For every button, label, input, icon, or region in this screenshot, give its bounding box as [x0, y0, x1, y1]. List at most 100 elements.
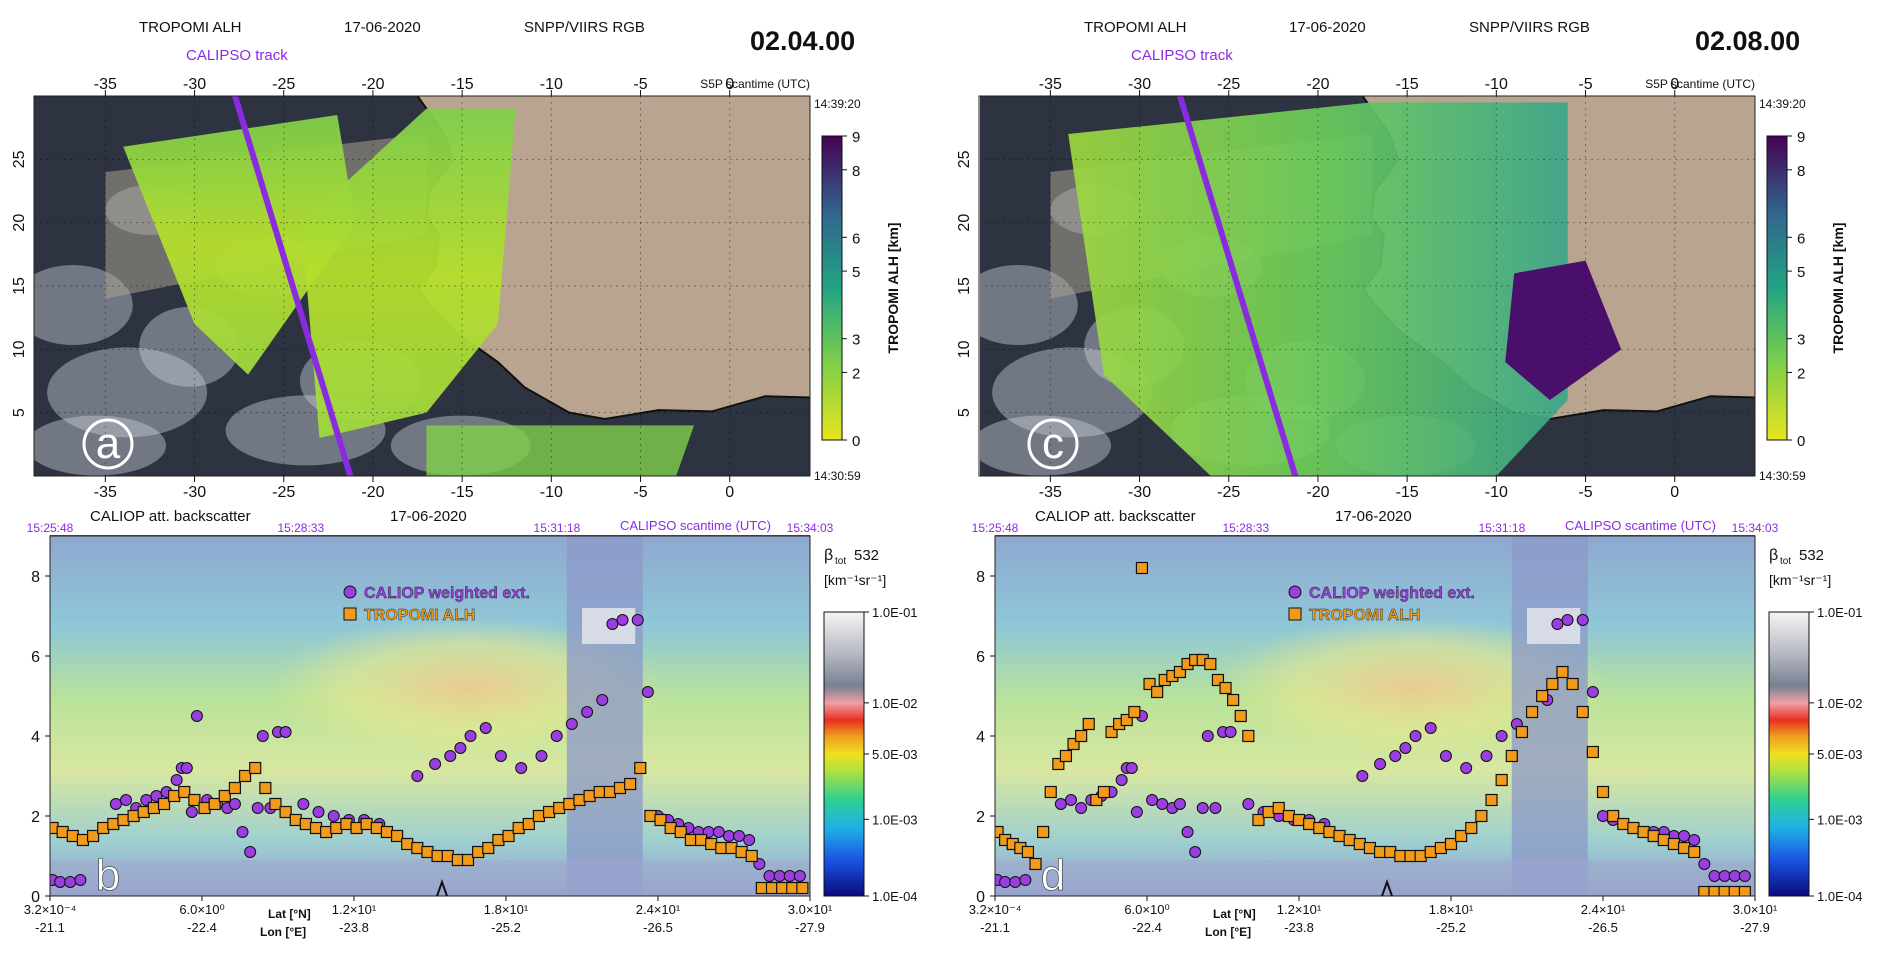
x-tick-label-bottom: -15	[1396, 484, 1419, 501]
caliop-point	[1480, 750, 1493, 762]
tropomi-point	[1738, 885, 1751, 896]
x-tick-label-lat: 3.0×10¹	[1733, 902, 1778, 917]
caliop-point	[606, 618, 619, 630]
x-tick-label-lon: -26.5	[643, 920, 673, 935]
x-tick-label-lon: -25.2	[1436, 920, 1466, 935]
caliop-point	[74, 874, 87, 886]
alh-swath-south	[426, 425, 695, 476]
x-tick-label-bottom: -5	[1578, 484, 1592, 501]
tropomi-point	[1627, 821, 1640, 835]
map-panel-a: TROPOMI ALH 17-06-2020 SNPP/VIIRS RGB CALIP…	[11, 19, 901, 501]
y-tick-label: 5	[956, 408, 973, 417]
y-tick-label: 8	[976, 569, 985, 586]
caliop-point	[464, 730, 477, 742]
colorbar-tick-label: 1.0E-04	[1817, 889, 1863, 904]
y-tick-label: 20	[11, 214, 28, 232]
caliop-point	[1075, 802, 1088, 814]
tropomi-point	[1576, 705, 1589, 719]
tropomi-point	[50, 821, 59, 835]
profile-date: 17-06-2020	[1335, 508, 1412, 525]
x-tick-label-lon: -22.4	[1132, 920, 1162, 935]
x-axis-label-lat: Lat [°N]	[1213, 907, 1256, 921]
x-tick-label-lon: -25.2	[491, 920, 521, 935]
colorbar-tick-label: 0	[1797, 433, 1805, 450]
tropomi-point	[309, 821, 323, 835]
x-tick-label-top: -30	[1128, 76, 1151, 93]
colorbar-tick-label: 1.0E-04	[872, 889, 918, 904]
map-time: 02.08.00	[1695, 26, 1800, 56]
tropomi-point	[553, 801, 566, 815]
tropomi-point	[1434, 841, 1447, 855]
tropomi-point	[1067, 737, 1080, 751]
colorbar-tick-label: 1.0E-02	[1817, 696, 1863, 711]
tropomi-point	[370, 821, 383, 835]
tropomi-point	[1262, 805, 1275, 819]
profile-frame	[994, 535, 1756, 897]
tropomi-point	[1282, 809, 1295, 823]
tropomi-point	[1566, 677, 1579, 691]
tropomi-point	[1313, 821, 1326, 835]
caliop-point	[1495, 730, 1508, 742]
caliop-point	[1688, 834, 1701, 846]
caliop-point	[1130, 806, 1143, 818]
tropomi-point	[178, 785, 191, 799]
colorbar-tick-label: 2	[1797, 365, 1805, 382]
x-tick-label-lat: 6.0×10⁰	[1124, 902, 1169, 917]
caliop-point	[1586, 686, 1599, 698]
tropomi-point	[1252, 813, 1265, 827]
tropomi-point	[76, 833, 90, 847]
map-panel-c: TROPOMI ALH 17-06-2020 SNPP/VIIRS RGB CALIP…	[956, 19, 1846, 501]
map-time: 02.04.00	[750, 26, 855, 56]
caliop-point	[1399, 742, 1412, 754]
caliop-point	[743, 834, 756, 846]
land-area	[417, 96, 810, 419]
x-tick-label-lat: 1.2×10¹	[332, 902, 377, 917]
caliop-point	[581, 706, 594, 718]
tropomi-point	[259, 781, 272, 795]
x-tick-label-lat: 2.4×10¹	[1581, 902, 1626, 917]
profile-top-time: 15:25:48	[27, 521, 74, 535]
x-tick-label-lat: 3.2×10⁻⁴	[969, 902, 1022, 917]
tropomi-point	[1242, 729, 1255, 743]
tropomi-point	[705, 837, 718, 851]
tropomi-point	[542, 805, 556, 819]
tropomi-point	[1667, 837, 1681, 851]
colorbar-tick-label: 5.0E-03	[872, 747, 918, 762]
panel-letter-ring	[1027, 418, 1079, 470]
tropomi-point	[188, 793, 201, 807]
caliop-point	[120, 794, 132, 806]
tropomi-point	[1234, 709, 1247, 723]
tropomi-point	[796, 881, 809, 895]
tropomi-point	[1029, 857, 1042, 871]
tropomi-point	[563, 797, 576, 811]
caliop-point	[1708, 870, 1721, 882]
caliop-point	[1738, 870, 1751, 882]
caliop-point	[1209, 802, 1222, 814]
profile-top-time: 15:25:48	[972, 521, 1019, 535]
cloud-patch	[34, 415, 167, 476]
x-tick-label-lat: 6.0×10⁰	[179, 902, 224, 917]
tropomi-point	[320, 825, 333, 839]
tropomi-point	[1384, 845, 1397, 859]
profile-title: CALIOP att. backscatter	[1035, 508, 1196, 525]
tropomi-point	[735, 845, 748, 859]
caliop-point	[733, 830, 746, 842]
caliop-point	[712, 826, 725, 838]
tropomi-point	[1211, 673, 1225, 687]
tropomi-point	[634, 761, 647, 775]
backscatter-colorbar	[823, 611, 865, 897]
x-tick-label-top: -25	[1217, 76, 1240, 93]
y-tick-label: 4	[31, 729, 40, 746]
tropomi-point	[289, 813, 302, 827]
colorbar-tick-label: 1.0E-02	[872, 696, 918, 711]
caliop-point	[773, 870, 786, 882]
profile-date: 17-06-2020	[390, 508, 467, 525]
caliop-point	[1718, 870, 1731, 882]
caliop-point	[1374, 758, 1387, 770]
x-tick-label-lat: 3.0×10¹	[788, 902, 833, 917]
colorbar-unit: [km⁻¹sr⁻¹]	[824, 572, 886, 588]
caliop-point	[1439, 750, 1452, 762]
caliop-point	[1561, 614, 1574, 626]
colorbar-label-num: 532	[854, 547, 879, 564]
